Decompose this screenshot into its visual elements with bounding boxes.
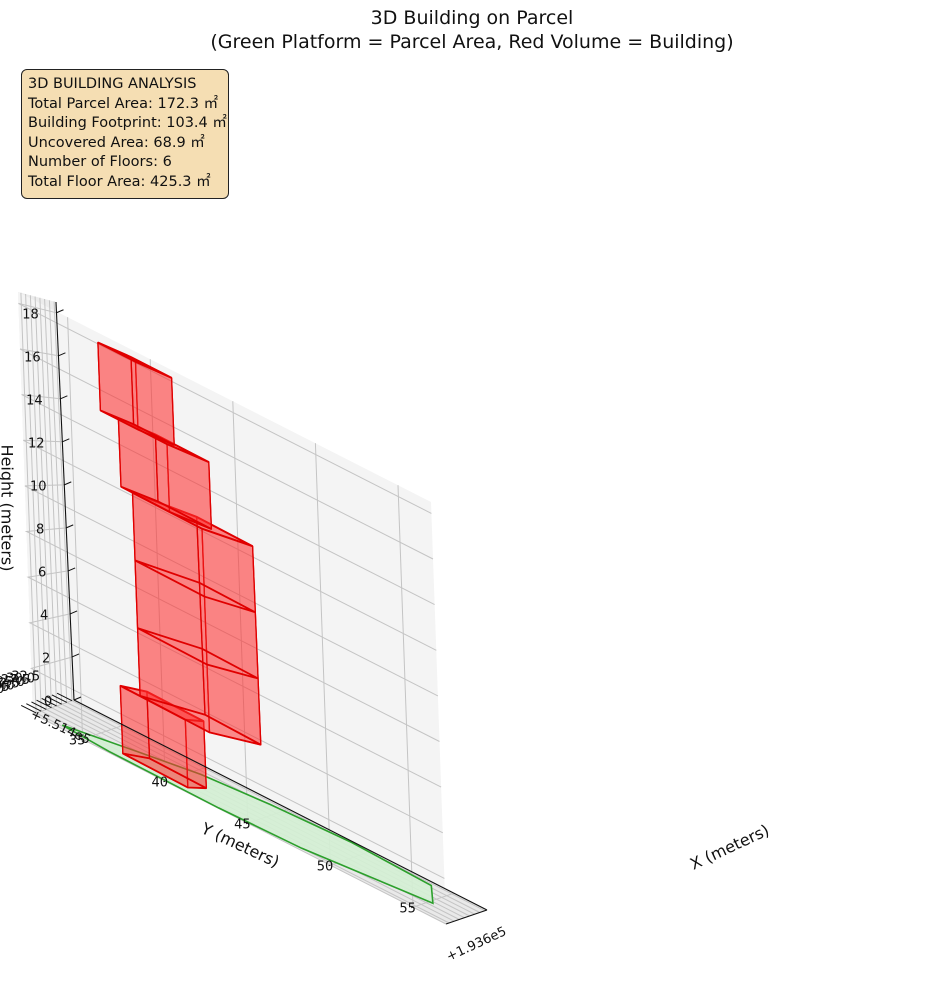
y-tick-mark: [46, 696, 62, 705]
info-line: Total Floor Area: 425.3 ㎡: [28, 173, 211, 190]
floor-outline: [137, 627, 259, 680]
y-tick-mark: [41, 697, 57, 707]
y-tick-mark: [51, 694, 68, 703]
building-slab: [139, 695, 262, 746]
building-roof: [97, 341, 173, 379]
z-tick-label: 14: [26, 393, 43, 408]
z-tick-mark: [69, 610, 78, 615]
info-line: Uncovered Area: 68.9 ㎡: [28, 134, 205, 151]
z-tick-mark: [60, 395, 68, 400]
z-gridline: [19, 348, 434, 560]
z-tick-label: 2: [42, 652, 50, 667]
z-axis-line: [55, 301, 75, 701]
y-tick-label: 20.0: [0, 678, 15, 693]
y-tick-mark: [36, 699, 52, 709]
z-tick-label: 18: [22, 307, 39, 322]
z-gridline: [31, 699, 447, 925]
z-gridline: [24, 527, 440, 742]
x-tick-label: 55: [399, 902, 416, 917]
z-tick-label: 12: [28, 436, 45, 451]
x-tick-label: 40: [152, 776, 169, 791]
z-tick-label: 0: [44, 695, 52, 710]
z-gridline: [24, 484, 439, 697]
z-tick-mark: [62, 438, 70, 443]
y-tick-label: 22.5: [0, 677, 20, 692]
back-pane: [18, 292, 446, 924]
chart-subtitle: (Green Platform = Parcel Area, Red Volum…: [210, 31, 734, 53]
x-axis-line: [445, 909, 488, 925]
x-tick-mark: [80, 738, 83, 741]
floor-outline: [134, 559, 256, 614]
z-tick-mark: [73, 696, 82, 701]
z-gridline: [21, 394, 435, 606]
z-tick-mark: [56, 309, 64, 314]
x-tick-mark: [163, 780, 166, 783]
chart-title: 3D Building on Parcel: [370, 7, 574, 29]
building-slab: [120, 485, 212, 530]
info-line: 3D BUILDING ANALYSIS: [28, 76, 197, 92]
y-tick-label: 15.0: [0, 682, 4, 697]
z-tick-mark: [66, 524, 74, 529]
building-slab: [99, 409, 175, 446]
y-axis-line: [73, 699, 488, 911]
y-tick-label: 32.5: [11, 670, 40, 685]
building-slab: [122, 752, 207, 790]
z-tick-mark: [58, 352, 66, 357]
z-tick-mark: [67, 567, 76, 572]
z-tick-mark: [71, 653, 80, 658]
x-offset-label: +1.936e5: [444, 924, 509, 965]
y-tick-label: 27.5: [1, 673, 30, 688]
x-tick-label: 45: [234, 818, 251, 833]
x-tick-label: 50: [317, 860, 334, 875]
info-line: Total Parcel Area: 172.3 ㎡: [28, 95, 219, 112]
z-gridline: [28, 613, 444, 834]
x-tick-mark: [245, 822, 248, 825]
building-wall: [131, 491, 206, 716]
x-tick-mark: [410, 906, 414, 909]
z-tick-mark: [64, 481, 72, 486]
z-gridline: [18, 302, 432, 514]
y-tick-mark: [56, 692, 73, 702]
z-tick-label: 4: [40, 608, 48, 623]
y-tick-mark: [26, 703, 42, 712]
y-tick-label: 30.0: [6, 671, 35, 686]
x-axis-label: X (meters): [687, 821, 772, 874]
y-tick-mark: [20, 704, 37, 714]
y-tick-label: 25.0: [0, 675, 25, 690]
z-axis-label: Height (meters): [0, 445, 17, 572]
z-tick-label: 16: [24, 350, 41, 365]
y-tick-label: 17.5: [0, 680, 9, 695]
info-line: Number of Floors: 6: [28, 154, 172, 171]
x-tick-mark: [328, 864, 331, 867]
z-gridline: [26, 570, 442, 788]
z-tick-label: 6: [38, 565, 46, 580]
x-tick-label: 35: [69, 734, 86, 749]
z-gridline: [30, 656, 445, 879]
z-tick-label: 10: [30, 479, 47, 494]
building-wall: [196, 516, 262, 746]
z-tick-label: 8: [36, 522, 44, 537]
y-tick-mark: [31, 701, 47, 710]
z-gridline: [23, 439, 437, 651]
info-box: 3D BUILDING ANALYSIS Total Parcel Area: …: [21, 69, 229, 199]
info-line: Building Footprint: 103.4 ㎡: [28, 115, 227, 132]
